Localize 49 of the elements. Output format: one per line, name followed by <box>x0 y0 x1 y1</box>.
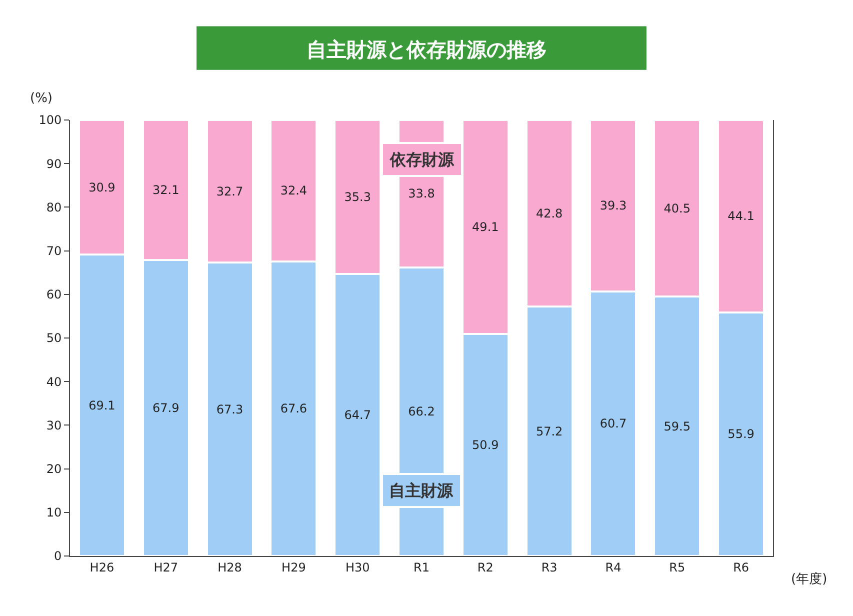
data-label: 67.6 <box>280 402 308 416</box>
data-label: 32.4 <box>280 184 308 198</box>
data-label: 49.1 <box>472 220 499 234</box>
y-tick-label: 80 <box>46 200 62 214</box>
x-tick-label: H26 <box>90 560 114 574</box>
x-tick-label: R1 <box>414 560 430 574</box>
y-tick-label: 70 <box>46 244 62 258</box>
series-label: 自主財源 <box>389 481 454 500</box>
x-tick-label: H29 <box>282 560 306 574</box>
data-label: 67.9 <box>152 400 180 415</box>
x-tick-label: R6 <box>733 560 750 574</box>
x-tick-label: R5 <box>669 560 686 574</box>
data-label: 55.9 <box>728 427 754 442</box>
x-tick-label: R4 <box>605 560 622 574</box>
y-tick-label: 0 <box>54 549 62 564</box>
data-label: 44.1 <box>728 209 754 224</box>
data-label: 40.5 <box>664 201 690 216</box>
data-label: 66.2 <box>408 404 435 419</box>
x-tick-label: H27 <box>154 560 178 574</box>
data-label: 57.2 <box>536 424 563 438</box>
data-label: 35.3 <box>344 190 371 204</box>
x-tick-label: R2 <box>477 560 494 574</box>
y-tick-label: 100 <box>38 113 62 128</box>
data-label: 42.8 <box>536 206 563 220</box>
x-tick-label: R3 <box>541 560 558 574</box>
y-tick-label: 20 <box>46 462 62 476</box>
y-tick-label: 30 <box>46 418 62 432</box>
y-tick-label: 60 <box>46 288 62 302</box>
series-label: 依存財源 <box>389 150 455 169</box>
data-label: 33.8 <box>408 186 435 201</box>
data-label: 30.9 <box>88 180 116 194</box>
y-tick-label: 50 <box>46 331 62 346</box>
data-label: 39.3 <box>600 198 627 213</box>
data-label: 60.7 <box>600 416 627 431</box>
x-tick-label: H30 <box>345 560 370 574</box>
y-tick-label: 40 <box>46 374 62 389</box>
data-label: 50.9 <box>472 438 499 452</box>
data-label: 32.7 <box>216 184 244 198</box>
data-label: 69.1 <box>88 398 116 412</box>
data-label: 59.5 <box>664 419 690 434</box>
chart-title: 自主財源と依存財源の推移 <box>306 37 546 62</box>
y-tick-label: 10 <box>46 506 62 520</box>
data-label: 67.3 <box>216 402 244 416</box>
data-label: 64.7 <box>344 408 371 422</box>
x-axis-title: (年度) <box>791 571 828 587</box>
y-axis-title: (%) <box>30 91 52 106</box>
data-label: 32.1 <box>152 182 180 197</box>
y-tick-label: 90 <box>46 156 62 171</box>
x-tick-label: H28 <box>218 560 242 574</box>
